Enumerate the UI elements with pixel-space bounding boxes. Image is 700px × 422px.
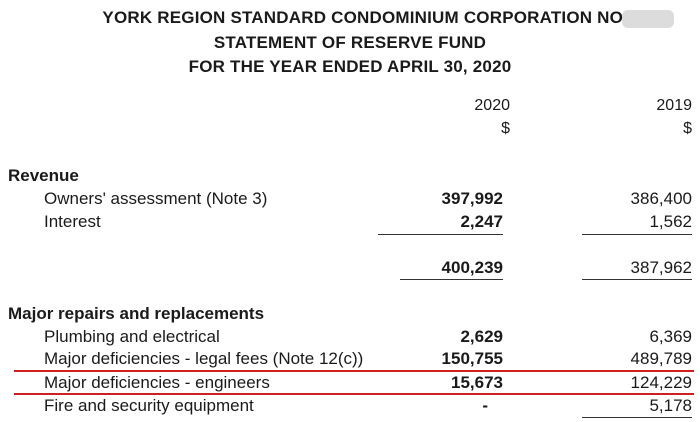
title-line-1: YORK REGION STANDARD CONDOMINIUM CORPORA…: [102, 8, 628, 27]
title-line-3: FOR THE YEAR ENDED APRIL 30, 2020: [188, 57, 512, 76]
value-2020: 15,673: [451, 373, 503, 392]
total-underline-2020: [400, 279, 503, 280]
row-label: Fire and security equipment: [44, 396, 254, 415]
row-label: Owners' assessment (Note 3): [44, 189, 268, 208]
title-line-2: STATEMENT OF RESERVE FUND: [213, 33, 487, 52]
section-major-repairs: Major repairs and replacements: [8, 304, 265, 323]
currency-2019: $: [683, 120, 692, 137]
value-2020: -: [482, 396, 488, 415]
column-header-2019: 2019: [656, 97, 692, 114]
row-label: Major deficiencies - legal fees (Note 12…: [44, 349, 364, 368]
value-2019: 5,178: [649, 396, 692, 415]
row-label: Major deficiencies - engineers: [44, 373, 270, 392]
value-2020: 150,755: [441, 349, 503, 368]
total-2020: 400,239: [441, 258, 503, 277]
value-2019: 6,369: [649, 327, 692, 346]
subtotal-underline-2020: [378, 234, 503, 235]
total-underline-2019: [582, 279, 692, 280]
section-revenue: Revenue: [8, 166, 79, 185]
value-2019: 386,400: [630, 189, 692, 208]
redacted-number: [622, 10, 674, 28]
currency-2020: $: [501, 120, 510, 137]
value-2020: 397,992: [441, 189, 503, 208]
value-2019: 1,562: [649, 212, 692, 231]
subtotal-underline-2019: [582, 234, 692, 235]
row-label: Plumbing and electrical: [44, 327, 220, 346]
value-2019: 489,789: [630, 349, 692, 368]
value-2020: 2,247: [460, 212, 503, 231]
highlight-line-bottom: [14, 393, 694, 395]
total-2019: 387,962: [630, 258, 692, 277]
highlight-line-top: [14, 370, 694, 372]
column-header-2020: 2020: [474, 97, 510, 114]
value-2020: 2,629: [460, 327, 503, 346]
value-2019: 124,229: [630, 373, 692, 392]
section-underline-2019: [582, 417, 692, 418]
row-label: Interest: [44, 212, 101, 231]
